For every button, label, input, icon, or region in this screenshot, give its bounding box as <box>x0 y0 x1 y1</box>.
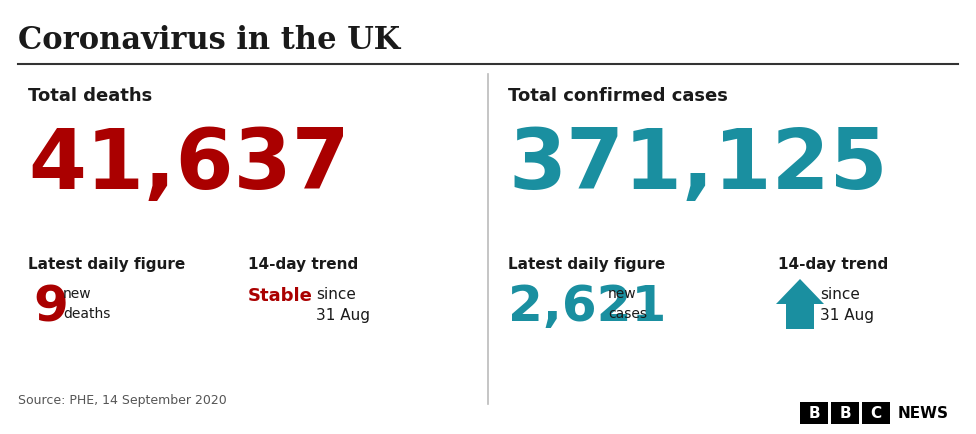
Text: new
deaths: new deaths <box>63 286 110 320</box>
Text: 14-day trend: 14-day trend <box>778 256 888 271</box>
Polygon shape <box>776 279 824 329</box>
Text: 2,621: 2,621 <box>508 283 667 330</box>
Text: Latest daily figure: Latest daily figure <box>508 256 666 271</box>
Text: 41,637: 41,637 <box>28 125 349 206</box>
Text: Total confirmed cases: Total confirmed cases <box>508 87 728 105</box>
Text: B: B <box>839 405 851 421</box>
FancyBboxPatch shape <box>831 402 859 424</box>
Text: NEWS: NEWS <box>898 405 949 421</box>
Text: 9: 9 <box>33 283 68 330</box>
Text: 371,125: 371,125 <box>508 125 887 206</box>
Text: Coronavirus in the UK: Coronavirus in the UK <box>18 25 400 56</box>
Text: new
cases: new cases <box>608 286 647 320</box>
Text: Stable: Stable <box>248 286 313 304</box>
FancyBboxPatch shape <box>800 402 828 424</box>
Text: since
31 Aug: since 31 Aug <box>316 286 370 322</box>
Text: C: C <box>871 405 881 421</box>
Text: Total deaths: Total deaths <box>28 87 152 105</box>
FancyBboxPatch shape <box>862 402 890 424</box>
Text: Source: PHE, 14 September 2020: Source: PHE, 14 September 2020 <box>18 393 226 406</box>
Text: Latest daily figure: Latest daily figure <box>28 256 185 271</box>
Text: B: B <box>808 405 820 421</box>
Text: since
31 Aug: since 31 Aug <box>820 286 874 322</box>
Text: 14-day trend: 14-day trend <box>248 256 358 271</box>
